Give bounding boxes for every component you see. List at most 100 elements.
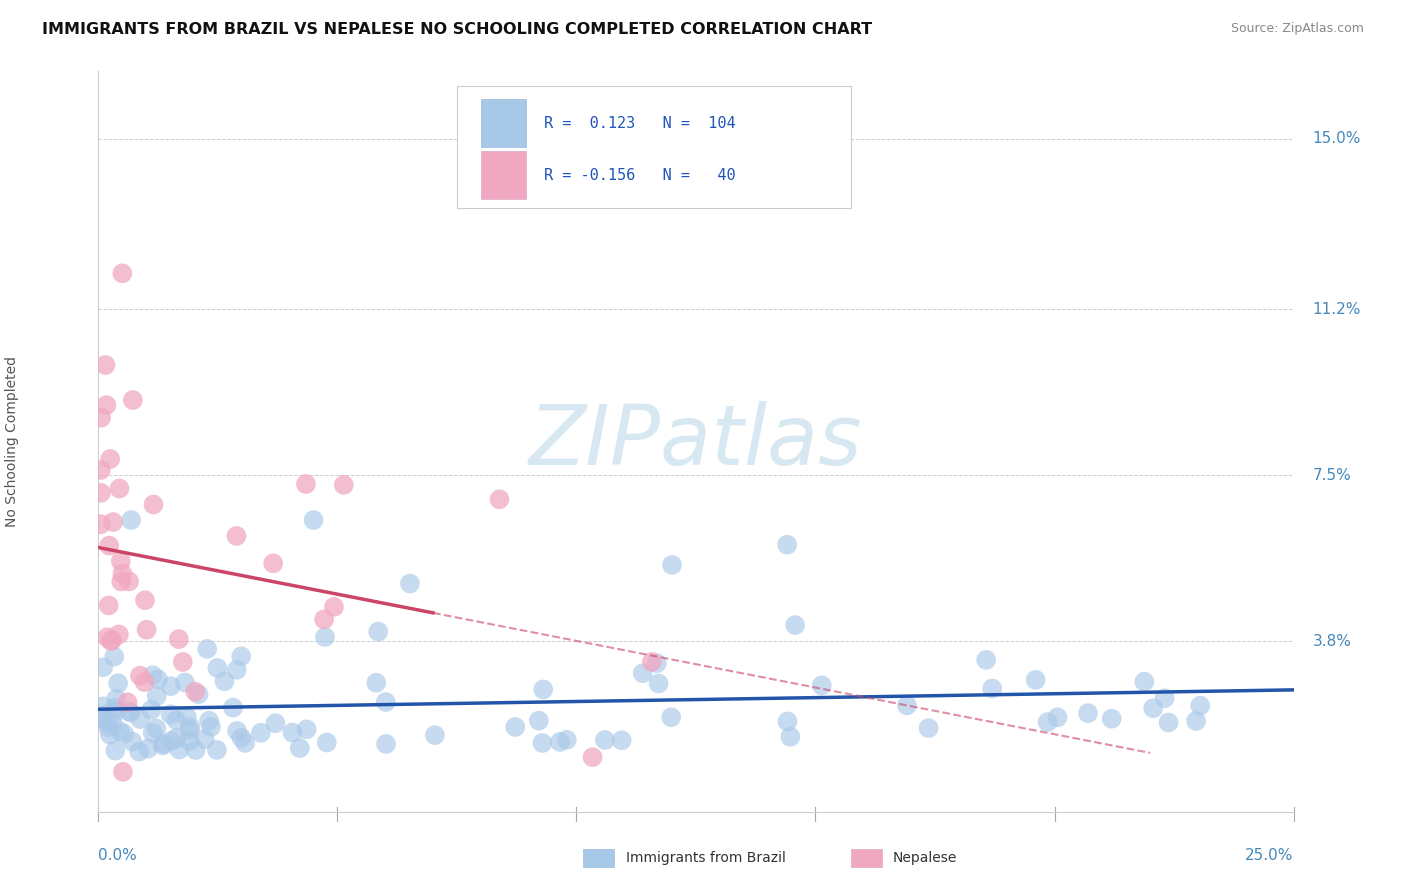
Point xyxy=(111,266,134,280)
Point xyxy=(98,728,121,742)
Point xyxy=(295,723,318,737)
Point xyxy=(184,743,207,757)
Point xyxy=(97,720,120,734)
Point xyxy=(121,734,143,748)
Point xyxy=(179,720,201,734)
Point xyxy=(145,689,167,703)
Point xyxy=(91,660,114,674)
Point xyxy=(974,653,997,667)
Text: Immigrants from Brazil: Immigrants from Brazil xyxy=(626,851,786,865)
Text: R = -0.156   N =   40: R = -0.156 N = 40 xyxy=(544,168,735,183)
Point xyxy=(366,675,388,690)
Point xyxy=(152,737,174,751)
Point xyxy=(288,741,311,756)
Point xyxy=(315,735,337,749)
Point xyxy=(295,477,318,491)
Point xyxy=(172,655,194,669)
Point xyxy=(129,669,152,683)
Point xyxy=(1142,701,1164,715)
Point xyxy=(107,676,129,690)
Point xyxy=(198,714,221,728)
Point xyxy=(527,714,550,728)
Point xyxy=(531,682,554,697)
Point xyxy=(1025,673,1047,687)
Point xyxy=(205,743,228,757)
Point xyxy=(98,539,121,553)
Point xyxy=(91,708,114,723)
Point xyxy=(91,712,114,726)
Point xyxy=(187,687,209,701)
Point xyxy=(302,513,325,527)
Point xyxy=(103,700,125,714)
Point xyxy=(641,655,664,669)
Text: 11.2%: 11.2% xyxy=(1313,301,1361,317)
Point xyxy=(1046,710,1069,724)
Point xyxy=(1153,691,1175,706)
Text: No Schooling Completed: No Schooling Completed xyxy=(6,356,20,527)
Point xyxy=(323,599,346,614)
Point xyxy=(214,674,236,689)
Point xyxy=(250,726,273,740)
Point xyxy=(333,478,356,492)
Point xyxy=(129,712,152,726)
Text: 3.8%: 3.8% xyxy=(1313,633,1351,648)
Point xyxy=(1036,714,1059,729)
Point xyxy=(165,713,187,727)
Point xyxy=(108,724,131,739)
Point xyxy=(152,739,174,753)
Point xyxy=(374,695,396,709)
Point xyxy=(97,599,120,613)
Point xyxy=(231,649,253,664)
FancyBboxPatch shape xyxy=(481,99,526,147)
Point xyxy=(120,706,142,720)
Point xyxy=(281,725,304,739)
Text: IMMIGRANTS FROM BRAZIL VS NEPALESE NO SCHOOLING COMPLETED CORRELATION CHART: IMMIGRANTS FROM BRAZIL VS NEPALESE NO SC… xyxy=(42,22,872,37)
Point xyxy=(659,710,682,724)
Point xyxy=(136,741,159,756)
Point xyxy=(160,733,183,747)
Text: ZIPatlas: ZIPatlas xyxy=(529,401,863,482)
Point xyxy=(98,452,121,467)
Point xyxy=(90,517,112,532)
Point xyxy=(262,557,284,571)
Point xyxy=(105,691,128,706)
Point xyxy=(110,574,132,589)
Point xyxy=(111,764,134,779)
Point xyxy=(103,649,125,664)
Point xyxy=(145,722,167,736)
Point xyxy=(776,714,799,729)
Point xyxy=(174,675,197,690)
Point xyxy=(314,630,336,644)
Point xyxy=(1185,714,1208,728)
Point xyxy=(399,576,422,591)
Point xyxy=(1101,712,1123,726)
Text: 7.5%: 7.5% xyxy=(1313,467,1351,483)
Point xyxy=(810,678,832,692)
Point xyxy=(776,538,799,552)
Point xyxy=(548,735,571,749)
Point xyxy=(226,723,249,738)
Point xyxy=(141,703,163,717)
Point xyxy=(108,482,131,496)
Point xyxy=(101,714,124,729)
Point xyxy=(647,676,669,690)
Point xyxy=(631,666,654,681)
Point xyxy=(112,727,135,741)
Text: 25.0%: 25.0% xyxy=(1246,847,1294,863)
Point xyxy=(101,515,124,529)
Point xyxy=(120,513,142,527)
Point xyxy=(531,736,554,750)
Point xyxy=(231,731,253,745)
Point xyxy=(981,681,1004,696)
Point xyxy=(1077,706,1099,720)
Text: Source: ZipAtlas.com: Source: ZipAtlas.com xyxy=(1230,22,1364,36)
Point xyxy=(184,684,207,698)
Point xyxy=(423,728,446,742)
Point xyxy=(96,630,118,644)
Point xyxy=(555,732,578,747)
Point xyxy=(135,623,157,637)
Point xyxy=(222,700,245,714)
Point xyxy=(645,656,668,670)
FancyBboxPatch shape xyxy=(481,151,526,199)
FancyBboxPatch shape xyxy=(457,87,852,209)
